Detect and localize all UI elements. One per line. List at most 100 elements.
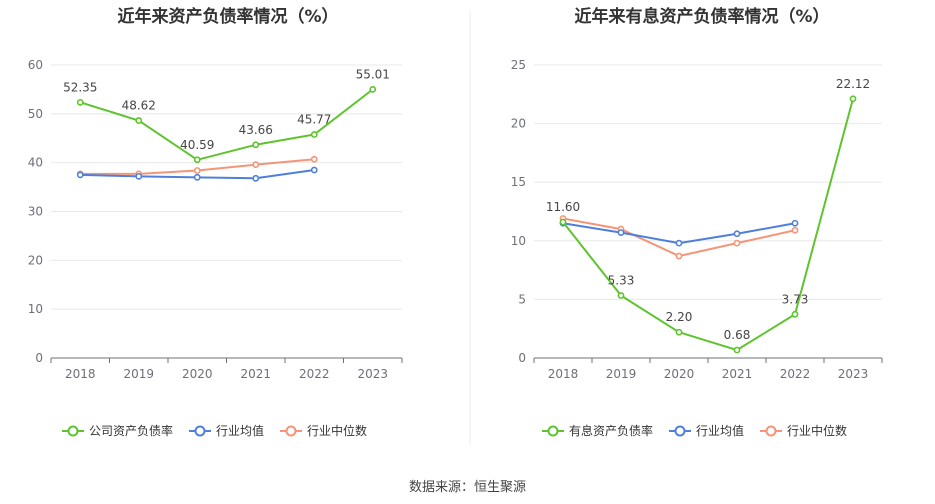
data-point[interactable] xyxy=(733,230,741,238)
data-label: 48.62 xyxy=(122,99,156,113)
data-labels: 52.35 48.62 40.59 43.66 45.77 55.01 xyxy=(63,67,390,151)
y-tick-label: 15 xyxy=(511,175,526,189)
legend-swatch-marker xyxy=(285,425,297,437)
data-label: 55.01 xyxy=(356,67,390,81)
data-point[interactable] xyxy=(559,218,567,226)
y-tick-label: 40 xyxy=(28,156,43,170)
x-tick-label: 2023 xyxy=(838,367,869,381)
y-tick-label: 50 xyxy=(28,107,43,121)
data-source-note: 数据来源：恒生聚源 xyxy=(408,480,526,495)
data-point[interactable] xyxy=(252,174,260,182)
y-tick-label: 20 xyxy=(511,117,526,131)
grid-lines xyxy=(51,64,402,310)
legend-swatch-marker xyxy=(67,425,79,437)
data-point[interactable] xyxy=(791,226,799,234)
legend-label: 行业均值 xyxy=(696,423,744,438)
x-axis xyxy=(533,357,883,363)
data-point[interactable] xyxy=(791,310,799,318)
data-point[interactable] xyxy=(252,161,260,169)
data-point[interactable] xyxy=(252,141,260,149)
data-point[interactable] xyxy=(791,219,799,227)
data-label: 11.60 xyxy=(546,200,580,214)
x-axis xyxy=(50,357,403,363)
data-label: 22.12 xyxy=(836,77,870,91)
x-tick-label: 2018 xyxy=(65,367,96,381)
legend-swatch-marker xyxy=(765,425,777,437)
data-point[interactable] xyxy=(733,239,741,247)
data-label: 43.66 xyxy=(239,123,273,137)
data-point[interactable] xyxy=(617,229,625,236)
legend-item[interactable]: 行业中位数 xyxy=(280,423,367,438)
x-axis-ticks: 2018 2019 2020 2021 2022 2023 xyxy=(548,367,869,381)
data-point[interactable] xyxy=(76,171,84,179)
series-lines xyxy=(76,85,377,182)
grid-lines xyxy=(534,64,882,300)
x-tick-label: 2020 xyxy=(664,367,695,381)
series-lines xyxy=(559,95,857,354)
legend-label: 有息资产负债率 xyxy=(569,423,653,438)
data-label: 3.73 xyxy=(782,292,809,306)
data-point[interactable] xyxy=(675,239,683,247)
x-tick-label: 2020 xyxy=(182,367,213,381)
data-point[interactable] xyxy=(733,346,741,354)
data-point[interactable] xyxy=(617,292,625,299)
legend-item[interactable]: 有息资产负债率 xyxy=(542,423,653,438)
series-line xyxy=(562,217,796,258)
data-point[interactable] xyxy=(849,95,857,103)
data-label: 40.59 xyxy=(180,138,214,152)
data-labels: 11.60 5.33 2.20 0.68 3.73 22.12 xyxy=(546,77,870,342)
chart-title: 近年来有息资产负债率情况（%） xyxy=(574,6,829,27)
y-tick-label: 10 xyxy=(511,234,526,248)
x-tick-label: 2018 xyxy=(548,367,579,381)
y-axis-ticks: 0 5 10 15 20 25 xyxy=(511,58,526,365)
series-line xyxy=(562,98,854,352)
legend-item[interactable]: 行业均值 xyxy=(189,423,264,438)
y-tick-label: 30 xyxy=(28,205,43,219)
data-point[interactable] xyxy=(310,166,318,174)
y-tick-label: 0 xyxy=(35,351,43,365)
legend-item[interactable]: 公司资产负债率 xyxy=(62,423,173,438)
x-tick-label: 2022 xyxy=(780,367,811,381)
y-tick-label: 10 xyxy=(28,302,43,316)
x-axis-ticks: 2018 2019 2020 2021 2022 2023 xyxy=(65,367,388,381)
legend[interactable]: 有息资产负债率 行业均值 行业中位数 xyxy=(542,423,847,438)
y-tick-label: 5 xyxy=(518,292,526,306)
series-line xyxy=(79,88,374,161)
y-axis-ticks: 0 10 20 30 40 50 60 xyxy=(28,58,43,365)
y-tick-label: 0 xyxy=(518,351,526,365)
data-point[interactable] xyxy=(193,156,201,164)
data-point[interactable] xyxy=(310,131,318,138)
legend-swatch-marker xyxy=(674,425,686,437)
chart-title: 近年来资产负债率情况（%） xyxy=(117,6,338,27)
legend-label: 行业中位数 xyxy=(787,423,847,438)
x-tick-label: 2019 xyxy=(606,367,637,381)
x-tick-label: 2022 xyxy=(299,367,330,381)
x-tick-label: 2023 xyxy=(357,367,388,381)
data-point[interactable] xyxy=(76,98,84,106)
legend-item[interactable]: 行业中位数 xyxy=(760,423,847,438)
data-point[interactable] xyxy=(675,252,683,260)
data-point[interactable] xyxy=(193,167,201,174)
x-tick-label: 2021 xyxy=(722,367,753,381)
x-tick-label: 2019 xyxy=(123,367,154,381)
legend-item[interactable]: 行业均值 xyxy=(669,423,744,438)
data-point[interactable] xyxy=(193,173,201,181)
data-label: 2.20 xyxy=(666,310,693,324)
y-tick-label: 60 xyxy=(28,58,43,72)
legend-label: 公司资产负债率 xyxy=(89,423,173,438)
legend-swatch-marker xyxy=(194,425,206,437)
data-point[interactable] xyxy=(310,155,318,163)
legend[interactable]: 公司资产负债率 行业均值 行业中位数 xyxy=(62,423,367,438)
data-label: 45.77 xyxy=(297,112,331,126)
y-tick-label: 25 xyxy=(511,58,526,72)
y-tick-label: 20 xyxy=(28,253,43,267)
data-point[interactable] xyxy=(675,328,683,336)
chart-debt-ratio: 近年来资产负债率情况（%） 0 10 20 30 40 50 60 2018 2019 2020… xyxy=(28,6,403,438)
data-point[interactable] xyxy=(369,85,377,93)
data-label: 52.35 xyxy=(63,80,97,94)
data-point[interactable] xyxy=(135,172,143,180)
data-point[interactable] xyxy=(135,117,143,124)
legend-label: 行业中位数 xyxy=(307,423,367,438)
